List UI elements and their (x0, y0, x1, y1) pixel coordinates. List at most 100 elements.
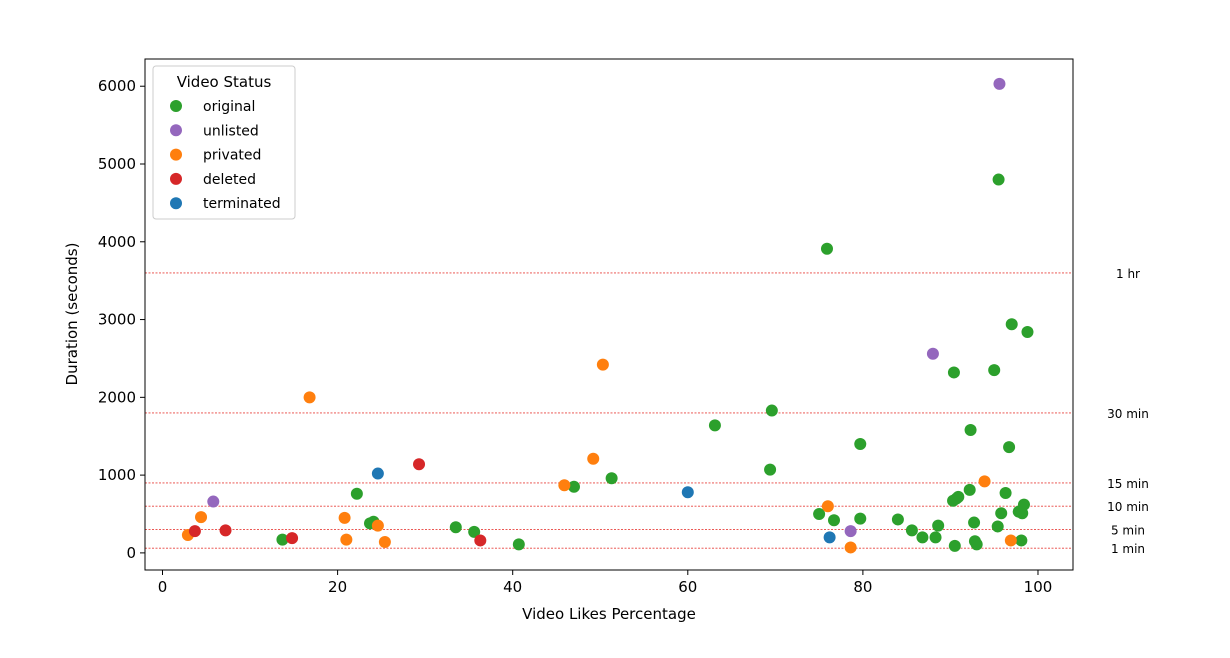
x-tick-label: 0 (158, 578, 168, 596)
data-points (181, 77, 1034, 554)
data-point-original (1005, 318, 1018, 331)
data-point-privated (821, 500, 834, 513)
data-point-original (827, 514, 840, 527)
data-point-original (350, 487, 363, 500)
reference-line-label: 10 min (1107, 500, 1149, 514)
data-point-original (820, 242, 833, 255)
data-point-original (854, 512, 867, 525)
data-point-original (1015, 534, 1028, 547)
reference-line-label: 5 min (1111, 524, 1145, 538)
data-point-deleted (474, 534, 487, 547)
data-point-original (991, 520, 1004, 533)
data-point-original (988, 364, 1001, 377)
legend-marker-terminated (170, 197, 182, 210)
data-point-original (995, 507, 1008, 520)
data-point-unlisted (844, 525, 857, 538)
x-tick-label: 80 (853, 578, 872, 596)
data-point-privated (844, 541, 857, 554)
data-point-original (999, 487, 1012, 499)
data-point-privated (1004, 534, 1017, 547)
data-point-original (567, 480, 580, 493)
data-point-privated (340, 533, 353, 546)
data-point-unlisted (926, 347, 939, 360)
y-tick-label: 1000 (98, 466, 136, 484)
data-point-unlisted (207, 495, 220, 508)
data-point-original (948, 539, 961, 552)
data-point-original (992, 173, 1005, 186)
y-tick-label: 0 (126, 544, 136, 562)
x-tick-label: 60 (678, 578, 697, 596)
y-tick-label: 2000 (98, 388, 136, 406)
y-tick-label: 3000 (98, 311, 136, 329)
data-point-original (891, 513, 904, 526)
data-point-original (963, 483, 976, 496)
data-point-original (765, 404, 778, 417)
legend-label-terminated: terminated (203, 196, 281, 212)
x-tick-label: 100 (1024, 578, 1053, 596)
data-point-original (449, 521, 462, 534)
data-point-original (708, 419, 721, 432)
reference-lines (145, 272, 1073, 549)
y-tick-label: 5000 (98, 155, 136, 173)
legend: Video Status original unlisted privated del… (152, 65, 296, 220)
data-point-privated (303, 391, 316, 404)
x-axis-title: Video Likes Percentage (522, 605, 696, 623)
data-point-privated (978, 475, 991, 488)
data-point-original (1003, 441, 1016, 454)
data-point-privated (338, 511, 351, 524)
data-point-privated (371, 519, 384, 532)
data-point-original (916, 531, 929, 544)
legend-label-unlisted: unlisted (203, 123, 259, 139)
data-point-original (964, 424, 977, 436)
legend-marker-unlisted (170, 124, 182, 137)
reference-line-label: 1 min (1111, 542, 1145, 556)
legend-box (152, 65, 296, 220)
legend-marker-privated (170, 148, 182, 161)
data-point-privated (558, 479, 571, 492)
reference-line-label: 30 min (1107, 407, 1149, 421)
data-point-original (813, 508, 826, 520)
legend-items: original unlisted privated deleted terminate… (170, 99, 281, 212)
data-point-unlisted (993, 77, 1006, 90)
data-point-privated (378, 536, 391, 548)
legend-marker-deleted (170, 172, 182, 185)
reference-line-label: 15 min (1107, 477, 1149, 491)
data-point-original (468, 525, 481, 538)
data-point-terminated (823, 531, 836, 544)
legend-marker-original (170, 100, 182, 112)
y-axis-title: Duration (seconds) (63, 243, 81, 386)
data-point-terminated (681, 486, 694, 499)
reference-labels: 1 hr 30 min 15 min 10 min 5 min 1 min (1107, 267, 1149, 556)
data-point-terminated (371, 467, 384, 480)
data-point-original (968, 516, 981, 529)
data-point-deleted (219, 524, 232, 537)
data-point-original (905, 524, 918, 537)
data-point-deleted (413, 458, 426, 471)
data-point-original (512, 538, 525, 551)
reference-line-label: 1 hr (1116, 267, 1140, 281)
data-point-original (854, 438, 867, 450)
data-point-original (952, 490, 965, 503)
data-point-privated (587, 452, 600, 465)
legend-label-deleted: deleted (203, 172, 256, 188)
y-axis: 0 1000 2000 3000 4000 5000 6000 (98, 77, 145, 562)
data-point-original (1017, 498, 1030, 511)
data-point-original (929, 531, 942, 544)
plot-frame (144, 58, 1074, 571)
data-point-deleted (188, 525, 201, 538)
y-tick-label: 6000 (98, 77, 136, 95)
legend-label-original: original (203, 99, 255, 115)
x-axis: 0 20 40 60 80 100 (158, 570, 1053, 596)
data-point-original (764, 463, 777, 476)
data-point-original (1021, 326, 1034, 338)
x-tick-label: 40 (503, 578, 522, 596)
data-point-original (276, 533, 289, 546)
data-point-original (605, 472, 618, 485)
data-point-privated (195, 511, 208, 524)
x-tick-label: 20 (328, 578, 347, 596)
data-point-original (932, 519, 945, 532)
legend-label-privated: privated (203, 148, 261, 164)
data-point-original (970, 538, 983, 551)
plot-area (145, 59, 1073, 570)
